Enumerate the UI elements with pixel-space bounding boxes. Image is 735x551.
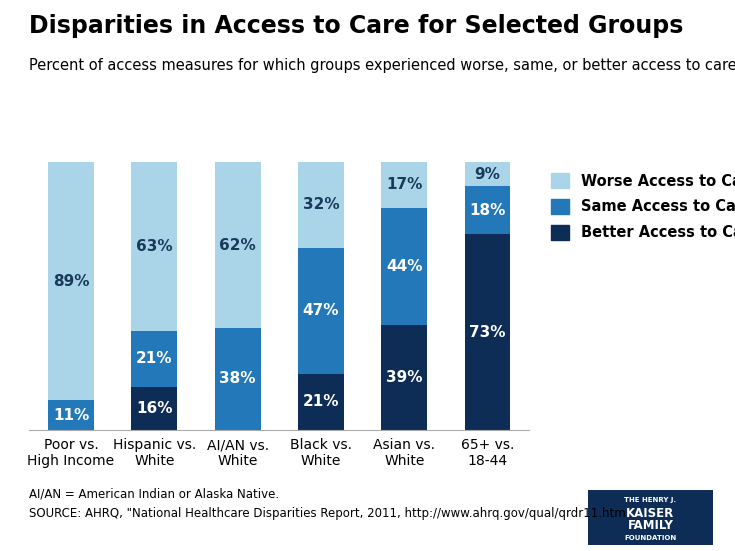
Text: SOURCE: AHRQ, "National Healthcare Disparities Report, 2011, http://www.ahrq.gov: SOURCE: AHRQ, "National Healthcare Dispa…: [29, 507, 626, 520]
Legend: Worse Access to Care, Same Access to Care, Better Access to Care: Worse Access to Care, Same Access to Car…: [551, 174, 735, 240]
Bar: [465, 186, 510, 234]
Bar: [465, 234, 510, 430]
Text: 89%: 89%: [53, 274, 89, 289]
Bar: [49, 401, 94, 430]
Text: 18%: 18%: [470, 203, 506, 218]
Bar: [298, 248, 344, 374]
Bar: [132, 387, 177, 430]
Text: 32%: 32%: [303, 197, 340, 212]
Text: THE HENRY J.: THE HENRY J.: [625, 498, 676, 503]
Bar: [215, 328, 261, 430]
Text: 9%: 9%: [475, 166, 501, 181]
Text: 39%: 39%: [386, 370, 423, 385]
Text: Disparities in Access to Care for Selected Groups: Disparities in Access to Care for Select…: [29, 14, 684, 38]
Text: FOUNDATION: FOUNDATION: [624, 536, 677, 541]
Text: 16%: 16%: [136, 401, 173, 416]
Text: FAMILY: FAMILY: [628, 519, 673, 532]
Bar: [298, 162, 344, 248]
Bar: [132, 331, 177, 387]
Text: 73%: 73%: [470, 325, 506, 339]
Text: Percent of access measures for which groups experienced worse, same, or better a: Percent of access measures for which gro…: [29, 58, 735, 73]
Bar: [49, 162, 94, 401]
Text: 38%: 38%: [220, 371, 256, 386]
Text: 62%: 62%: [219, 237, 256, 252]
Bar: [215, 162, 261, 328]
Bar: [298, 374, 344, 430]
Text: 21%: 21%: [136, 352, 173, 366]
Bar: [381, 208, 427, 325]
Text: AI/AN = American Indian or Alaska Native.: AI/AN = American Indian or Alaska Native…: [29, 488, 279, 501]
Bar: [132, 162, 177, 331]
Bar: [465, 162, 510, 186]
Text: 44%: 44%: [386, 259, 423, 274]
Text: 21%: 21%: [303, 394, 339, 409]
Text: 63%: 63%: [136, 239, 173, 254]
Text: 47%: 47%: [303, 303, 339, 318]
Bar: [381, 325, 427, 430]
Text: 11%: 11%: [53, 408, 89, 423]
Bar: [381, 162, 427, 208]
Text: 17%: 17%: [386, 177, 423, 192]
Text: KAISER: KAISER: [626, 507, 675, 520]
